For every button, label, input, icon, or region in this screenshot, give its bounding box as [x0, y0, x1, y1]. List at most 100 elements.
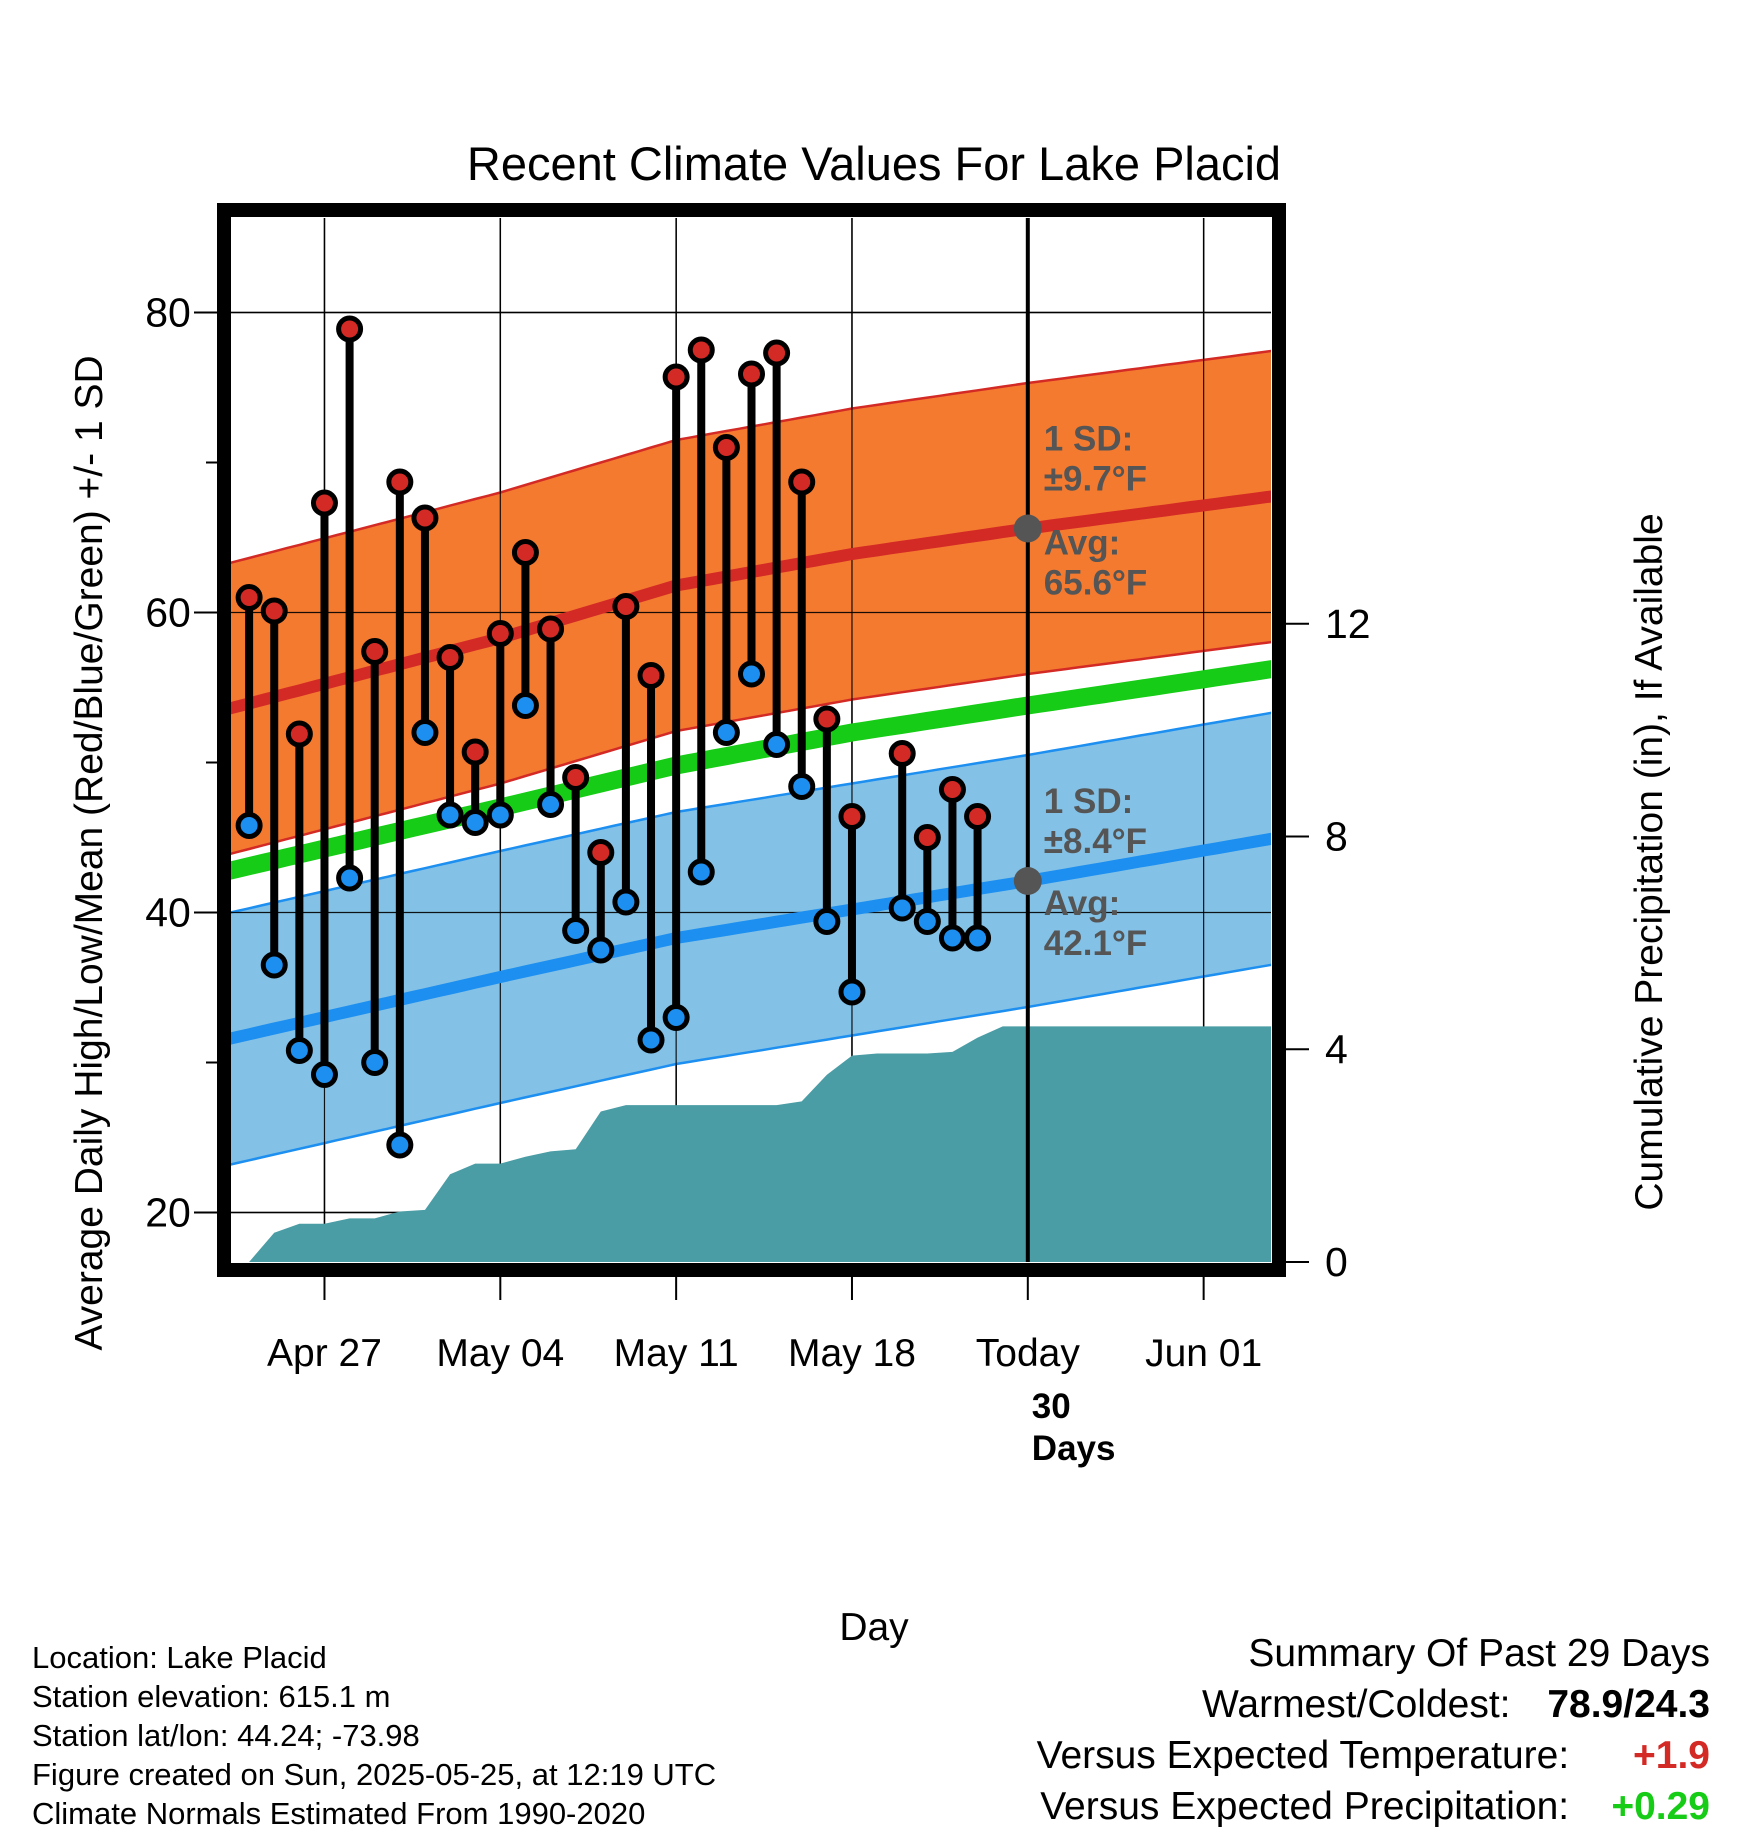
daily-low-point: [712, 719, 740, 746]
daily-high-point: [813, 705, 841, 733]
daily-high-point: [788, 468, 816, 496]
daily-low-point: [235, 812, 263, 839]
daily-high-point: [938, 776, 966, 803]
daily-high-point: [712, 434, 740, 461]
days-label: Days: [1032, 1429, 1116, 1468]
daily-low-point: [461, 809, 489, 836]
high-sd-value: ±9.7°F: [1044, 460, 1147, 499]
y-tick-label: 80: [145, 290, 191, 336]
daily-low-point: [913, 908, 941, 935]
x-tick-label: Apr 27: [267, 1332, 382, 1375]
daily-high-point: [964, 803, 992, 830]
location-text: Location: Lake Placid: [32, 1640, 327, 1675]
precip-value: +0.29: [1611, 1785, 1710, 1828]
daily-low-point: [537, 791, 565, 818]
daily-low-point: [662, 1004, 690, 1031]
temp-label: Versus Expected Temperature:: [1036, 1734, 1570, 1777]
high-sd-label: 1 SD:: [1044, 420, 1133, 459]
daily-low-point: [888, 894, 916, 922]
daily-low-point: [386, 1131, 414, 1159]
low-sd-label: 1 SD:: [1044, 782, 1133, 821]
y-tick-label: 40: [145, 890, 191, 936]
warmest-coldest-label: Warmest/Coldest:: [1202, 1683, 1511, 1726]
latlon-text: Station lat/lon: 44.24; -73.98: [32, 1718, 420, 1753]
x-tick-label: Today: [976, 1332, 1081, 1375]
daily-low-point: [436, 801, 464, 829]
today-low-avg-marker: [1013, 867, 1042, 895]
daily-low-point: [285, 1037, 313, 1064]
x-tick-label: Jun 01: [1145, 1332, 1262, 1375]
daily-low-point: [336, 864, 364, 892]
daily-high-point: [461, 738, 489, 766]
precip-row: Versus Expected Precipitation: +0.29: [1037, 1781, 1710, 1832]
daily-high-point: [662, 363, 690, 391]
daily-low-point: [260, 951, 288, 979]
high-avg-value: 65.6°F: [1044, 564, 1148, 603]
daily-high-point: [562, 764, 590, 791]
daily-low-point: [361, 1049, 389, 1076]
daily-high-point: [612, 593, 640, 620]
temp-value: +1.9: [1633, 1734, 1710, 1777]
daily-high-point: [285, 720, 313, 748]
daily-high-point: [838, 803, 866, 830]
low-sd-band: [224, 712, 1271, 1166]
warmest-coldest-row: Warmest/Coldest: 78.9/24.3: [1037, 1679, 1710, 1730]
y2-axis-label: Cumulative Precipitation (in), If Availa…: [1628, 513, 1671, 1210]
high-avg-label: Avg:: [1044, 524, 1120, 563]
days-count: 30: [1032, 1387, 1071, 1426]
daily-high-point: [486, 620, 514, 647]
daily-high-point: [738, 360, 765, 388]
y-axis-label: Average Daily High/Low/Mean (Red/Blue/Gr…: [68, 355, 111, 1350]
daily-low-point: [813, 908, 841, 935]
daily-low-point: [612, 888, 640, 916]
created-text: Figure created on Sun, 2025-05-25, at 12…: [32, 1757, 717, 1792]
y2-tick-label: 0: [1325, 1239, 1348, 1285]
y2-tick-label: 12: [1325, 601, 1371, 647]
daily-high-point: [637, 662, 665, 689]
daily-high-point: [386, 468, 414, 496]
daily-low-point: [788, 773, 816, 800]
daily-high-point: [361, 638, 389, 665]
y-tick-label: 20: [145, 1190, 191, 1236]
daily-low-point: [964, 924, 992, 952]
y2-tick-label: 8: [1325, 814, 1348, 860]
low-avg-label: Avg:: [1044, 884, 1120, 923]
daily-low-point: [637, 1026, 665, 1054]
low-avg-value: 42.1°F: [1044, 924, 1148, 963]
x-tick-label: May 11: [614, 1332, 739, 1375]
x-axis-label: Day: [839, 1606, 909, 1649]
temp-row: Versus Expected Temperature: +1.9: [1037, 1730, 1710, 1781]
daily-low-point: [687, 858, 715, 886]
daily-high-point: [235, 584, 263, 611]
summary-title: Summary Of Past 29 Days: [1248, 1632, 1710, 1675]
daily-high-point: [310, 489, 338, 517]
y-tick-label: 60: [145, 590, 191, 636]
daily-high-point: [587, 839, 615, 866]
daily-high-point: [511, 539, 539, 566]
x-tick-label: May 04: [436, 1332, 564, 1375]
daily-low-point: [938, 924, 966, 952]
low-sd-value: ±8.4°F: [1044, 822, 1147, 861]
daily-low-point: [587, 936, 615, 964]
daily-low-point: [562, 917, 590, 944]
daily-low-point: [511, 692, 539, 719]
daily-high-point: [436, 644, 464, 671]
daily-low-point: [411, 719, 439, 746]
y2-tick-label: 4: [1325, 1026, 1348, 1072]
x-tick-label: May 18: [788, 1332, 916, 1375]
daily-high-point: [763, 339, 791, 367]
chart-title: Recent Climate Values For Lake Placid: [467, 137, 1281, 190]
daily-high-point: [913, 824, 941, 851]
daily-low-point: [738, 660, 765, 688]
plot-area: [224, 218, 1271, 1262]
plot-frame: [217, 203, 1286, 1277]
daily-high-point: [260, 597, 288, 625]
warmest-coldest-value: 78.9/24.3: [1547, 1683, 1710, 1726]
summary-panel: Summary Of Past 29 Days Warmest/Coldest:…: [1037, 1628, 1710, 1832]
daily-low-point: [486, 801, 514, 829]
daily-low-point: [838, 978, 866, 1006]
elevation-text: Station elevation: 615.1 m: [32, 1679, 391, 1714]
daily-high-point: [537, 615, 565, 643]
daily-high-point: [336, 315, 364, 343]
